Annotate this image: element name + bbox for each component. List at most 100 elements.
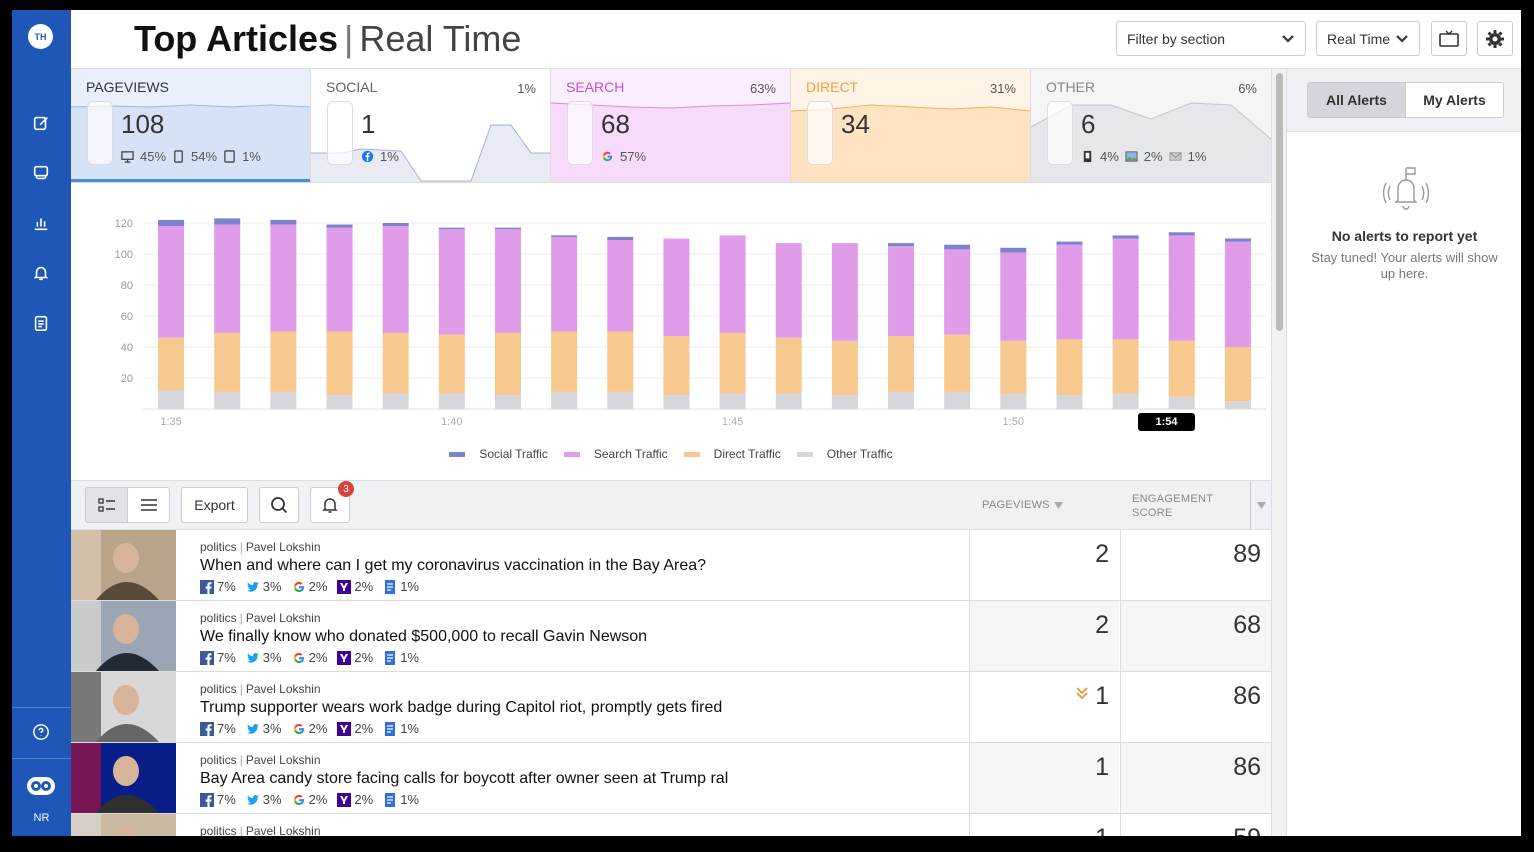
bar-segment — [494, 227, 521, 230]
column-menu-icon[interactable] — [1257, 502, 1266, 509]
x-tick-label: 1:35 — [160, 416, 181, 428]
article-section[interactable]: politics — [200, 682, 237, 696]
twitter-share: 3% — [262, 650, 282, 665]
facebook-share: 7% — [217, 792, 236, 807]
table-row[interactable]: politics|Pavel Lokshin 1 59 — [71, 814, 1271, 836]
yahoo-icon — [337, 721, 352, 736]
bar-segment — [775, 337, 802, 394]
article-title[interactable]: We finally know who donated $500,000 to … — [200, 628, 648, 645]
user-avatar[interactable]: TH — [28, 24, 53, 49]
facebook-icon — [200, 721, 214, 736]
y-tick-label: 60 — [121, 311, 133, 323]
detailed-view-button[interactable] — [85, 487, 128, 523]
article-author[interactable]: Pavel Lokshin — [245, 753, 321, 767]
help-icon[interactable] — [31, 722, 51, 742]
legend-item[interactable]: Other Traffic — [796, 447, 893, 461]
article-title[interactable]: When and where can I get my coronavirus … — [200, 557, 707, 574]
report-icon[interactable] — [31, 313, 51, 333]
article-list-toolbar: Export 3 PAGEVIEWS ENGAGEMENT SCORE — [71, 480, 1271, 530]
article-section[interactable]: politics — [200, 824, 237, 836]
tab-my-alerts[interactable]: My Alerts — [1405, 82, 1504, 118]
settings-button[interactable] — [1477, 21, 1513, 56]
notifications-button[interactable]: 3 — [310, 481, 354, 523]
article-title[interactable]: Trump supporter wears work badge during … — [200, 699, 723, 716]
engagement-column-label-1: ENGAGEMENT — [1132, 493, 1214, 505]
search-tile[interactable]: SEARCH 63% 68 57% — [551, 69, 791, 182]
pageviews-count: 1 — [1095, 753, 1109, 781]
table-row[interactable]: politics | Pavel Lokshin When and where ca… — [71, 530, 1271, 601]
other-share-2: 2% — [1143, 149, 1163, 164]
article-thumbnail[interactable] — [71, 672, 176, 742]
article-author[interactable]: Pavel Lokshin — [245, 824, 321, 836]
pageviews-count: 1 — [1095, 682, 1109, 710]
google-icon — [293, 581, 304, 592]
other-tile[interactable]: OTHER 6% 6 4% 2% 1% — [1031, 69, 1271, 182]
direct-share: 1% — [400, 650, 419, 665]
scrollbar-thumb[interactable] — [1276, 73, 1283, 331]
article-referrer-stats: 7% 3% 2% 2% 1% — [200, 579, 419, 594]
section-filter-dropdown[interactable]: Filter by section — [1116, 21, 1306, 56]
page-title-main: Top Articles — [134, 18, 339, 59]
table-row[interactable]: politics | Pavel Lokshin We finally know w… — [71, 601, 1271, 672]
bar-segment — [663, 238, 690, 337]
google-share: 57% — [620, 149, 647, 164]
legend-label: Search Traffic — [593, 447, 668, 461]
article-thumbnail[interactable] — [71, 814, 176, 836]
legend-item[interactable]: Search Traffic — [563, 447, 668, 461]
page-title-sub: Real Time — [359, 18, 522, 59]
time-range-dropdown[interactable]: Real Time — [1316, 21, 1420, 56]
google-share: 2% — [308, 650, 328, 665]
tv-mode-button[interactable] — [1431, 21, 1467, 56]
search-icon — [271, 497, 288, 514]
legend-item[interactable]: Direct Traffic — [683, 447, 781, 461]
article-author[interactable]: Pavel Lokshin — [245, 540, 321, 554]
legend-item[interactable]: Social Traffic — [449, 447, 548, 461]
main-scrollbar[interactable] — [1271, 69, 1286, 836]
legend-swatch — [796, 451, 813, 457]
bar-segment — [270, 391, 297, 409]
facebook-icon — [200, 579, 214, 594]
direct-tile[interactable]: DIRECT 31% 34 — [791, 69, 1031, 182]
google-icon — [293, 723, 304, 734]
traffic-stacked-bar-chart: 20 40 60 80 100 120 1:35 1:40 1:45 1:50 — [115, 218, 1266, 428]
twitter-icon — [246, 581, 259, 592]
compact-view-button[interactable] — [127, 487, 170, 523]
bar-segment — [158, 226, 185, 338]
article-title[interactable]: Bay Area candy store facing calls for bo… — [200, 770, 729, 787]
bar-segment — [831, 395, 858, 409]
article-thumbnail[interactable] — [71, 601, 176, 671]
chevron-down-icon — [1396, 34, 1408, 43]
article-author[interactable]: Pavel Lokshin — [245, 682, 321, 696]
google-icon — [293, 794, 304, 805]
other-share-3: 1% — [1187, 149, 1207, 164]
table-row[interactable]: politics | Pavel Lokshin Trump supporter w… — [71, 672, 1271, 743]
display-icon[interactable] — [31, 163, 51, 183]
article-thumbnail[interactable] — [71, 743, 176, 813]
alert-bell-icon — [1383, 167, 1429, 210]
bar-segment — [1168, 232, 1195, 236]
bar-segment — [775, 243, 802, 338]
y-tick-label: 120 — [115, 218, 133, 230]
search-button[interactable] — [259, 487, 299, 523]
social-tile[interactable]: SOCIAL 1% 1 1% — [311, 69, 551, 182]
bar-chart-icon[interactable] — [31, 213, 51, 233]
bell-icon[interactable] — [31, 263, 51, 283]
article-section[interactable]: politics — [200, 611, 237, 625]
edit-icon[interactable] — [31, 113, 51, 133]
yahoo-share: 2% — [354, 721, 374, 736]
pageviews-tile[interactable]: PAGEVIEWS 108 45% 54% 1% — [71, 69, 311, 182]
article-author[interactable]: Pavel Lokshin — [245, 611, 321, 625]
social-value: 1 — [361, 109, 376, 139]
direct-indicator — [807, 101, 833, 165]
article-section[interactable]: politics — [200, 753, 237, 767]
table-row[interactable]: politics | Pavel Lokshin Bay Area candy st… — [71, 743, 1271, 814]
tab-all-alerts[interactable]: All Alerts — [1307, 82, 1406, 118]
meta-separator: | — [239, 682, 243, 696]
engagement-column-header[interactable]: ENGAGEMENT SCORE — [1132, 492, 1213, 520]
document-icon — [385, 792, 396, 807]
article-section[interactable]: politics — [200, 540, 237, 554]
pageviews-column-header[interactable]: PAGEVIEWS — [982, 499, 1063, 511]
article-thumbnail[interactable] — [71, 530, 176, 600]
no-alerts-title: No alerts to report yet — [1331, 228, 1478, 244]
export-button[interactable]: Export — [181, 487, 248, 523]
